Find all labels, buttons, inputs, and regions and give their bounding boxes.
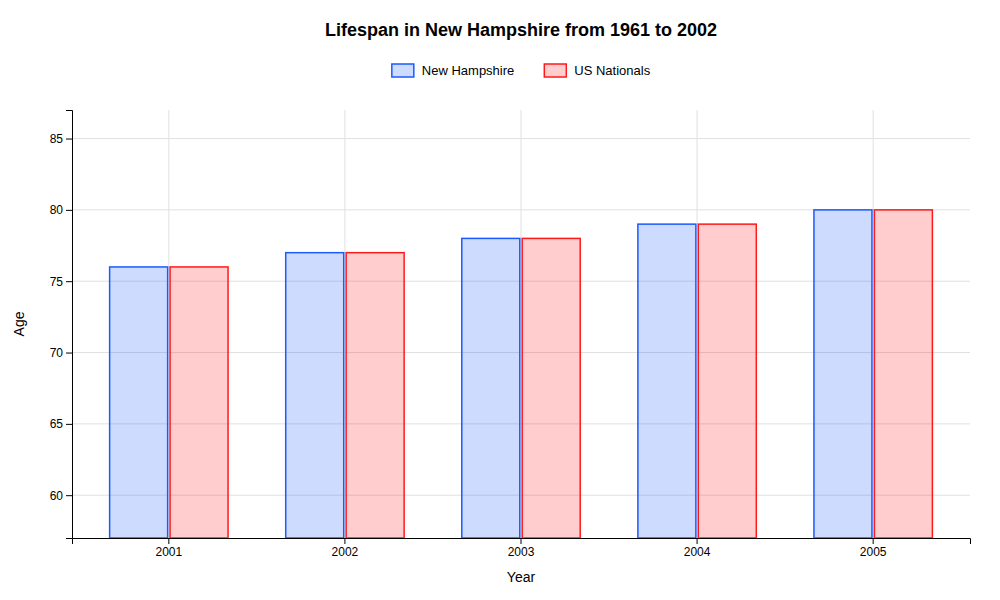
legend-item: New Hampshire: [392, 63, 514, 78]
x-tick-label: 2003: [508, 545, 535, 559]
y-tick-mark: [66, 281, 72, 282]
legend-label: US Nationals: [574, 63, 650, 78]
bar: [110, 267, 168, 538]
bar: [874, 210, 932, 538]
y-tick: 75: [50, 275, 72, 289]
x-grid-line: [873, 110, 874, 538]
y-tick-label: 75: [50, 275, 64, 289]
y-tick-label: 60: [50, 489, 64, 503]
x-axis: 2001 2002 2003 2004 2005: [73, 538, 971, 559]
bar: [638, 224, 696, 538]
x-tick: 2002: [332, 538, 359, 559]
x-tick-label: 2004: [684, 545, 711, 559]
x-tick-mark: [697, 538, 698, 544]
x-grid-line: [344, 110, 345, 538]
y-tick-label: 80: [50, 203, 64, 217]
y-axis-line: [66, 111, 73, 539]
x-grid-line: [168, 110, 169, 538]
x-tick: 2001: [155, 538, 182, 559]
y-tick-mark: [66, 210, 72, 211]
y-tick: 60: [50, 489, 72, 503]
legend-swatch: [392, 64, 414, 77]
y-tick-label: 85: [50, 132, 64, 146]
chart-container: 2001 2002 2003 2004 2005 60 65 70 75 80 85 Year Age L…: [0, 0, 1000, 600]
x-tick-label: 2001: [155, 545, 182, 559]
y-tick-mark: [66, 139, 72, 140]
x-tick-label: 2002: [332, 545, 359, 559]
x-tick-mark: [344, 538, 345, 544]
legend-item: US Nationals: [544, 63, 650, 78]
bars: [110, 210, 933, 538]
y-tick-mark: [66, 495, 72, 496]
x-tick-mark: [521, 538, 522, 544]
bar: [698, 224, 756, 538]
x-tick-mark: [168, 538, 169, 544]
y-tick: 85: [50, 132, 72, 146]
y-tick-mark: [66, 353, 72, 354]
y-tick-mark: [66, 424, 72, 425]
bar: [522, 238, 580, 538]
x-grid-line: [697, 110, 698, 538]
y-axis: 60 65 70 75 80 85: [50, 111, 73, 539]
bar: [462, 238, 520, 538]
x-tick-mark: [873, 538, 874, 544]
bar: [346, 253, 404, 538]
bar-series: [170, 210, 932, 538]
x-tick: 2004: [684, 538, 711, 559]
y-tick-label: 65: [50, 417, 64, 431]
bar: [170, 267, 228, 538]
bar: [814, 210, 872, 538]
legend-swatch: [544, 64, 566, 77]
bar: [286, 253, 344, 538]
y-axis-title: Age: [11, 311, 27, 336]
legend: New Hampshire US Nationals: [392, 63, 651, 78]
x-tick: 2003: [508, 538, 535, 559]
x-tick-label: 2005: [860, 545, 887, 559]
y-tick-label: 70: [50, 346, 64, 360]
y-tick: 65: [50, 417, 72, 431]
x-axis-title: Year: [507, 569, 536, 585]
y-tick: 80: [50, 203, 72, 217]
legend-label: New Hampshire: [422, 63, 514, 78]
x-tick: 2005: [860, 538, 887, 559]
chart-svg: 2001 2002 2003 2004 2005 60 65 70 75 80 85 Year Age L…: [0, 0, 1000, 600]
grid: [72, 110, 970, 538]
x-axis-line: [73, 539, 971, 545]
chart-title: Lifespan in New Hampshire from 1961 to 2…: [325, 20, 717, 40]
x-grid-line: [521, 110, 522, 538]
bar-series: [110, 210, 872, 538]
y-tick: 70: [50, 346, 72, 360]
